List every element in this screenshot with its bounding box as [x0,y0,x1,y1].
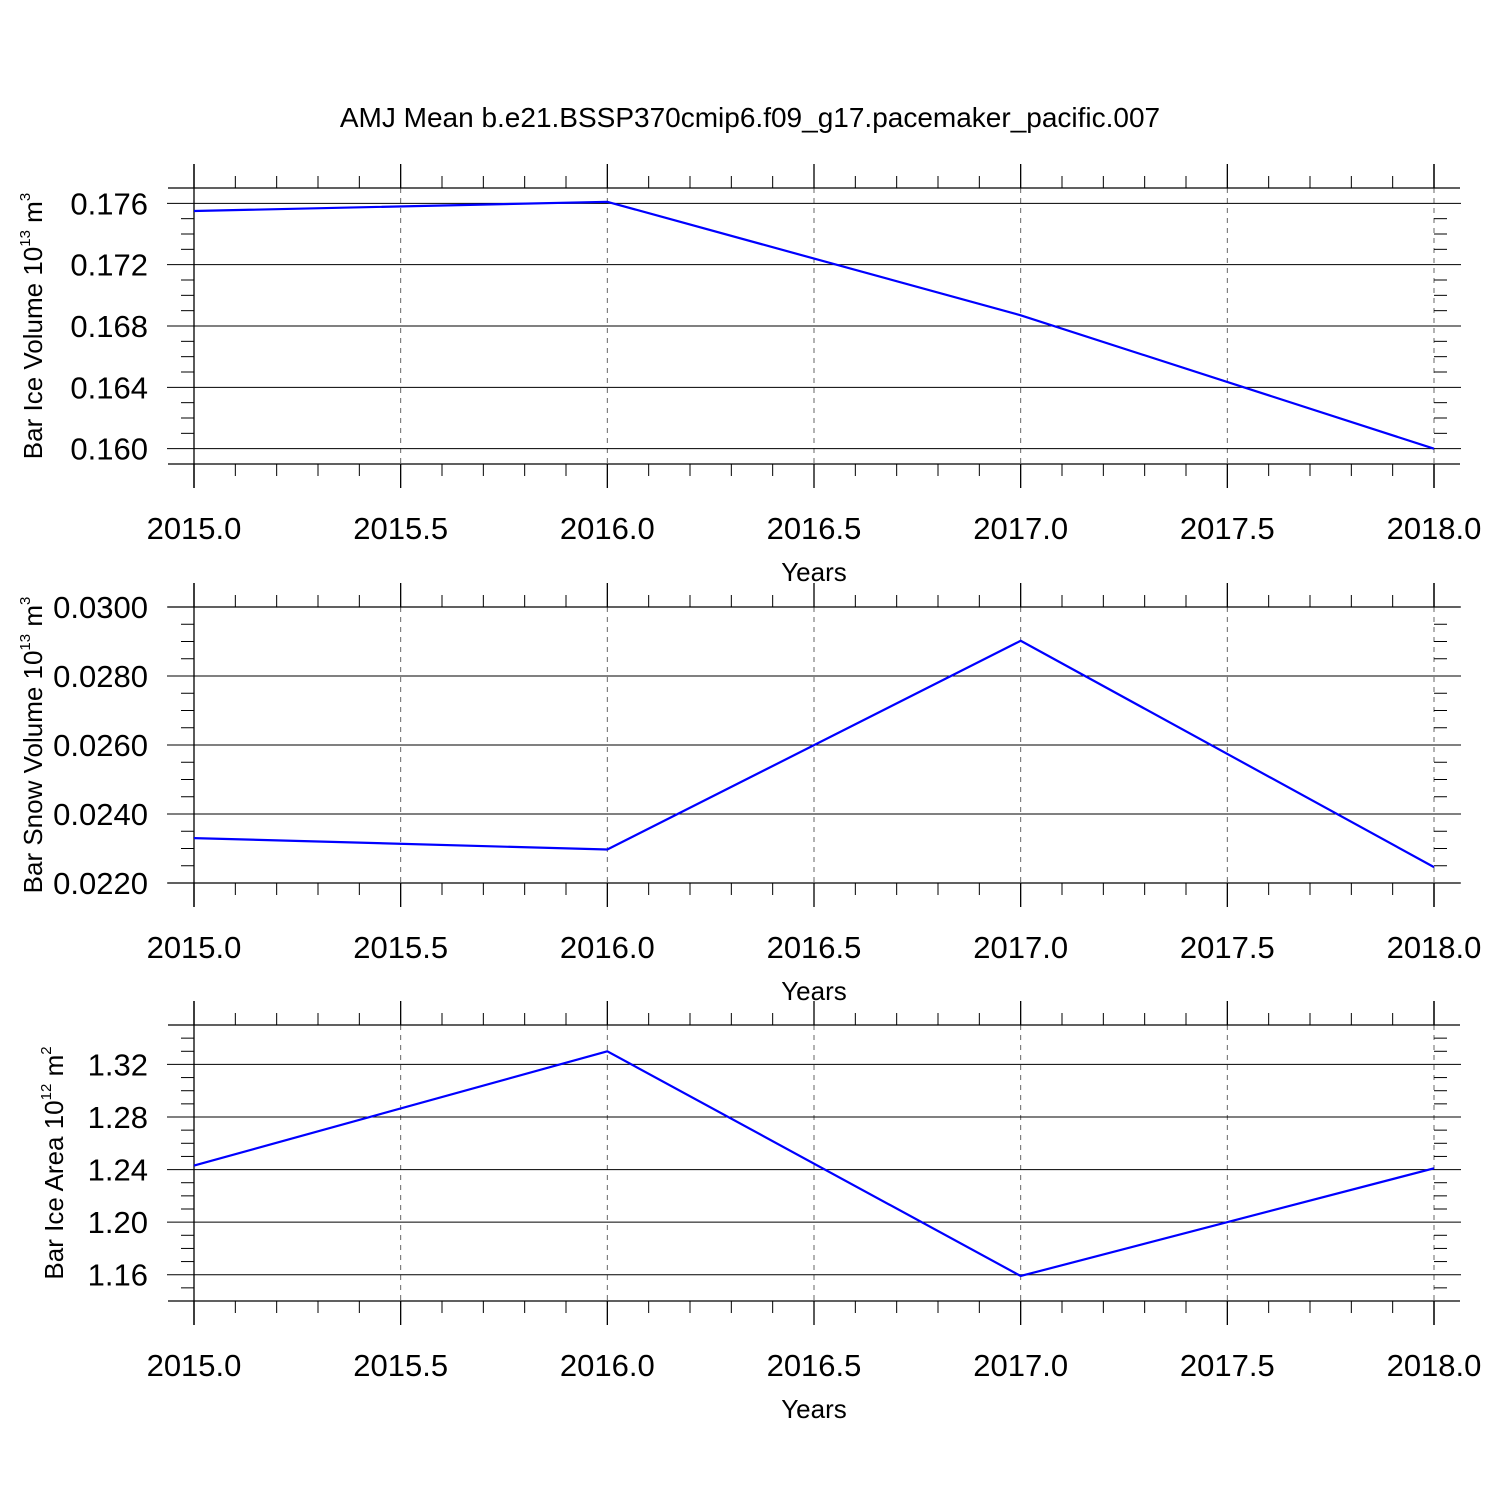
x-tick-label: 2015.0 [147,511,242,546]
y-tick-label: 0.0240 [53,797,148,832]
x-tick-label: 2015.5 [353,511,448,546]
y-axis-label: Bar Ice Area 1012 m2 [38,1046,69,1279]
x-tick-label: 2017.0 [973,1348,1068,1383]
x-tick-label: 2017.0 [973,930,1068,965]
x-tick-label: 2017.0 [973,511,1068,546]
chart-panel-2: 2015.0 2015.5 2016.0 2016.5 2017.0 2017.5 2018… [17,583,1481,1006]
x-tick-label: 2016.5 [767,1348,862,1383]
y-tick-label: 0.0220 [53,866,148,901]
x-tick-label: 2016.0 [560,1348,655,1383]
y-axis-label: Bar Ice Volume 1013 m3 [17,193,48,459]
series-line [193,1050,1435,1278]
y-tick-label: 1.32 [88,1047,148,1082]
series-line [193,639,1435,869]
y-tick-label: 0.0260 [53,728,148,763]
y-tick-label: 0.0280 [53,659,148,694]
y-tick-label: 0.160 [70,432,148,467]
x-tick-label: 2016.0 [560,511,655,546]
x-tick-label: 2018.0 [1387,930,1482,965]
x-tick-label: 2018.0 [1387,1348,1482,1383]
y-tick-label: 1.24 [88,1153,148,1188]
chart-panel-3: 2015.0 2015.5 2016.0 2016.5 2017.0 2017.5 2018… [38,1001,1481,1424]
figure-title: AMJ Mean b.e21.BSSP370cmip6.f09_g17.pace… [340,102,1160,133]
x-tick-label: 2017.5 [1180,1348,1275,1383]
x-tick-label: 2015.0 [147,930,242,965]
x-tick-label: 2016.5 [767,930,862,965]
chart-panel-1: 2015.0 2015.5 2016.0 2016.5 2017.0 2017.5 2018… [17,164,1481,587]
y-tick-label: 1.28 [88,1100,148,1135]
y-tick-label: 1.16 [88,1258,148,1293]
y-axis-label: Bar Snow Volume 1013 m3 [17,597,48,894]
y-tick-label: 1.20 [88,1205,148,1240]
x-tick-label: 2017.5 [1180,930,1275,965]
x-tick-label: 2015.5 [353,930,448,965]
x-axis-label: Years [781,557,847,587]
y-tick-label: 0.0300 [53,590,148,625]
series-line [193,200,1435,450]
y-tick-label: 0.172 [70,248,148,283]
y-tick-label: 0.168 [70,309,148,344]
x-tick-label: 2016.0 [560,930,655,965]
x-tick-label: 2015.5 [353,1348,448,1383]
y-tick-label: 0.176 [70,186,148,221]
x-axis-label: Years [781,1394,847,1424]
x-tick-label: 2015.0 [147,1348,242,1383]
x-tick-label: 2017.5 [1180,511,1275,546]
x-tick-label: 2016.5 [767,511,862,546]
x-tick-label: 2018.0 [1387,511,1482,546]
y-tick-label: 0.164 [70,370,148,405]
